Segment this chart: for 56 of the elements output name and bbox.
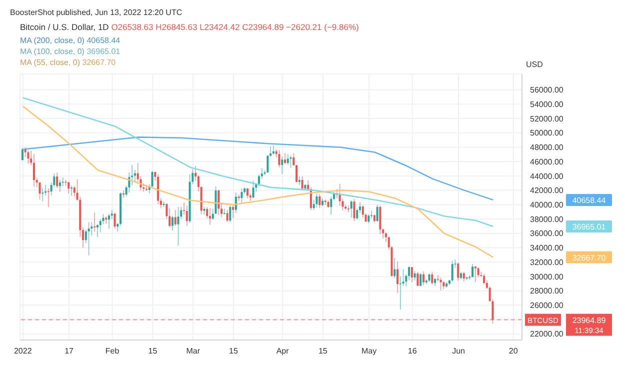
y-tick-label: 28000.00 [530, 286, 564, 296]
y-tick-label: 34000.00 [530, 244, 564, 253]
y-tick-label: 54000.00 [530, 100, 564, 109]
text: MA (100, close, 0) [20, 47, 84, 56]
text: 36965.01 [86, 47, 120, 56]
text: O26538.63 H26845.63 L23424.42 C23964.89 −2620.21 (−9.86%) [111, 22, 359, 32]
x-tick-label: Mar [186, 346, 200, 356]
y-tick-label: 36000.00 [530, 229, 564, 238]
y-tick-label: 30000.00 [530, 272, 564, 282]
candlestick [272, 145, 274, 156]
line-series [22, 136, 494, 201]
y-tick-label: 22000.00 [530, 330, 564, 339]
x-tick-label: 16 [408, 346, 418, 356]
y-tick-label: 44000.00 [530, 172, 564, 181]
text: BoosterShot published, Jun 13, 2022 12:20 UTC [10, 8, 182, 17]
x-tick-label: 15 [148, 346, 158, 356]
y-axis-title: USD [526, 60, 543, 69]
x-tick-label: 15 [229, 346, 238, 356]
candlestick [249, 193, 252, 202]
x-tick-label: 2022 [14, 346, 32, 356]
y-tick-label: 42000.00 [530, 186, 564, 196]
text: 36965.01 [572, 222, 606, 232]
y-tick-label: 50000.00 [530, 128, 564, 138]
line-series [22, 106, 494, 258]
line-series [22, 97, 494, 228]
candlestick [324, 199, 326, 206]
y-tick-label: 26000.00 [530, 301, 564, 310]
candlestick [436, 274, 439, 282]
text: 32667.70 [82, 58, 116, 67]
text: 40658.44 [86, 36, 120, 45]
x-tick-label: 15 [318, 346, 328, 356]
text: 40658.44 [572, 196, 606, 205]
x-tick-label: Apr [276, 346, 290, 356]
y-tick-label: 48000.00 [530, 143, 564, 152]
candlestick [110, 210, 113, 220]
chart-title: Bitcoin / U.S. Dollar, 1D [20, 22, 109, 32]
y-tick-label: 46000.00 [530, 157, 564, 166]
y-tick-label: 56000.00 [530, 86, 564, 95]
y-tick-label: 40000.00 [530, 200, 564, 210]
y-tick-label: 32000.00 [530, 258, 564, 267]
text: 32667.70 [572, 253, 606, 262]
text: 23964.89 [572, 316, 606, 325]
x-tick-label: 17 [64, 346, 74, 356]
candlestick [347, 204, 350, 213]
candlestick [223, 208, 226, 215]
y-tick-label: 52000.00 [530, 114, 564, 124]
y-tick-label: 38000.00 [530, 214, 564, 224]
candlestick [296, 164, 298, 183]
candlestick [298, 176, 300, 186]
x-tick-label: Jun [452, 346, 465, 356]
x-tick-label: May [362, 346, 377, 356]
text: MA (200, close, 0) [20, 36, 84, 45]
x-tick-label: Feb [105, 346, 120, 356]
text: MA (55, close, 0) [20, 58, 80, 67]
x-tick-label: 20 [508, 346, 518, 356]
candlestick [468, 274, 471, 280]
